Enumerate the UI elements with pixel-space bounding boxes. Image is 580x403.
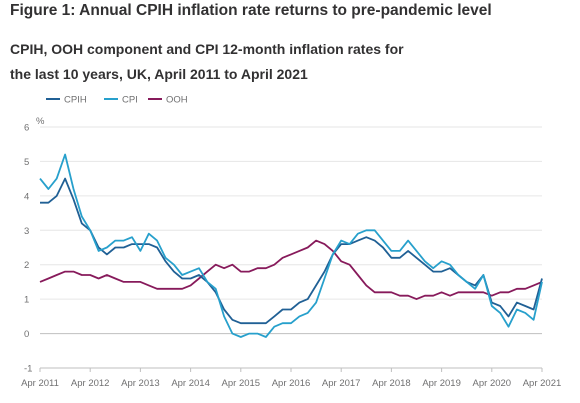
series-line-cpih bbox=[40, 177, 543, 325]
x-tick-label: Apr 2014 bbox=[171, 378, 210, 389]
legend: CPIH CPI OOH bbox=[46, 95, 188, 106]
y-tick-label: 1 bbox=[24, 295, 29, 306]
x-tick-label: Apr 2017 bbox=[322, 378, 361, 389]
y-tick-label: 6 bbox=[24, 123, 29, 134]
x-tick-label: Apr 2013 bbox=[121, 378, 160, 389]
y-axis: -1 0 1 2 3 4 5 6 bbox=[24, 123, 32, 375]
x-tick-label: Apr 2019 bbox=[422, 378, 461, 389]
x-tick-label: Apr 2012 bbox=[71, 378, 110, 389]
x-tick-label: Apr 2020 bbox=[473, 378, 512, 389]
x-tick-label: Apr 2011 bbox=[21, 378, 59, 389]
legend-label-ooh: OOH bbox=[166, 95, 188, 106]
x-tick-label: Apr 2021 bbox=[523, 378, 562, 389]
y-tick-label: 2 bbox=[24, 260, 29, 271]
figure-subtitle: CPIH, OOH component and CPI 12-month inf… bbox=[10, 41, 404, 82]
legend-label-cpih: CPIH bbox=[64, 95, 87, 106]
y-axis-label: % bbox=[36, 116, 45, 127]
x-tick-label: Apr 2016 bbox=[272, 378, 311, 389]
y-tick-label: -1 bbox=[24, 364, 32, 375]
legend-label-cpi: CPI bbox=[122, 95, 138, 106]
series-lines bbox=[39, 153, 543, 338]
x-axis: Apr 2011 Apr 2012 Apr 2013 Apr 2014 Apr 2015… bbox=[21, 367, 562, 389]
y-tick-label: 3 bbox=[24, 226, 29, 237]
figure-title: Figure 1: Annual CPIH inflation rate ret… bbox=[10, 2, 492, 19]
x-tick-label: Apr 2015 bbox=[222, 378, 261, 389]
y-tick-label: 5 bbox=[24, 157, 29, 168]
series-line-ooh bbox=[39, 239, 543, 301]
y-tick-label: 4 bbox=[24, 191, 29, 202]
x-tick-label: Apr 2018 bbox=[372, 378, 411, 389]
y-tick-label: 0 bbox=[24, 329, 29, 340]
series-line-cpi bbox=[39, 153, 543, 338]
